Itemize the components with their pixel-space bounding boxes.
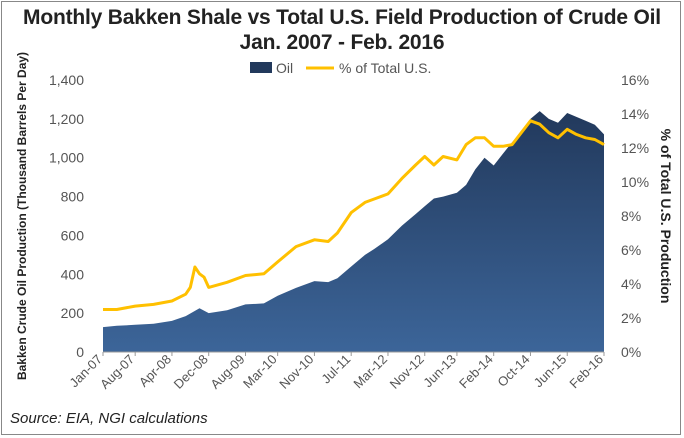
y-right-axis-title: % of Total U.S. Production	[658, 129, 674, 304]
x-tick-label: Feb-14	[456, 352, 496, 392]
y-left-tick-label: 200	[61, 305, 85, 321]
legend-label-pct: % of Total U.S.	[339, 60, 431, 76]
oil-area-series	[103, 111, 604, 352]
y-right-tick-label: 12%	[621, 140, 649, 156]
y-left-axis-title: Bakken Crude Oil Production (Thousand Ba…	[15, 52, 29, 380]
y-left-tick-label: 800	[61, 189, 85, 205]
x-tick-label: Dec-08	[171, 352, 211, 392]
x-tick-label: Feb-16	[566, 352, 606, 392]
x-tick-label: Jul-11	[318, 352, 353, 387]
x-tick-label: Oct-14	[494, 352, 532, 390]
x-tick-label: Mar-10	[240, 352, 280, 392]
chart-title: Monthly Bakken Shale vs Total U.S. Field…	[23, 6, 661, 29]
y-right-tick-label: 4%	[621, 276, 641, 292]
x-tick-label: Jun-13	[420, 352, 459, 391]
y-left-tick-label: 1,000	[49, 150, 84, 166]
y-right-tick-label: 14%	[621, 106, 649, 122]
y-left-tick-label: 0	[76, 344, 84, 360]
x-tick-label: Aug-09	[207, 352, 247, 392]
chart-subtitle: Jan. 2007 - Feb. 2016	[239, 31, 445, 54]
y-right-tick-label: 10%	[621, 174, 649, 190]
legend-label-oil: Oil	[276, 60, 293, 76]
y-right-tick-label: 16%	[621, 72, 649, 88]
x-tick-label: Mar-12	[350, 352, 390, 392]
y-left-tick-label: 1,400	[49, 72, 84, 88]
pct-line-series	[103, 119, 605, 311]
legend-swatch-oil	[250, 62, 272, 73]
x-tick-label: Apr-08	[136, 352, 174, 390]
y-right-tick-label: 6%	[621, 242, 641, 258]
y-left-tick-label: 400	[61, 266, 85, 282]
x-tick-label: Nov-10	[276, 352, 316, 392]
source-note: Source: EIA, NGI calculations	[10, 410, 208, 427]
y-right-tick-label: 0%	[621, 344, 641, 360]
x-tick-label: Jun-15	[531, 352, 570, 391]
y-right-tick-label: 8%	[621, 208, 641, 224]
y-left-tick-label: 600	[61, 227, 85, 243]
x-tick-label: Aug-07	[97, 352, 137, 392]
y-left-tick-label: 1,200	[49, 111, 84, 127]
y-right-tick-label: 2%	[621, 310, 641, 326]
x-tick-label: Nov-12	[387, 352, 427, 392]
